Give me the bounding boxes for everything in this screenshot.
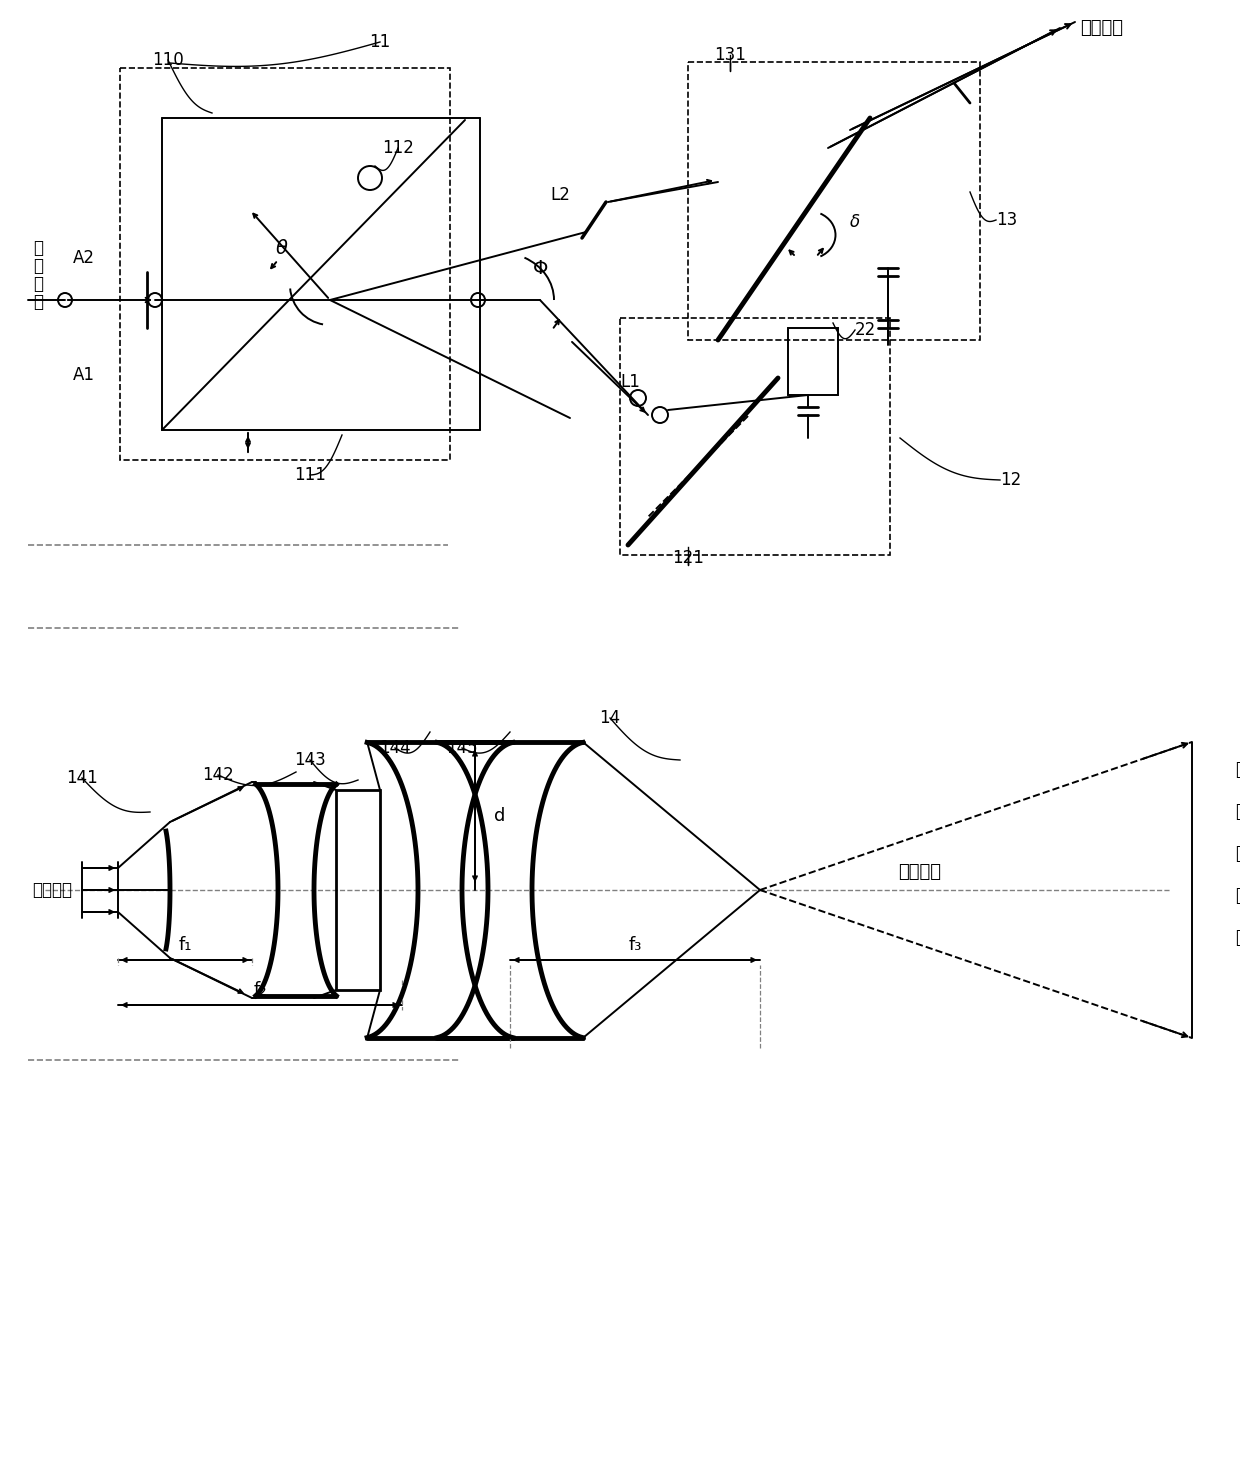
Text: f₁: f₁ xyxy=(179,937,192,954)
Text: L1: L1 xyxy=(620,373,640,392)
Bar xyxy=(787,329,838,394)
Text: 111: 111 xyxy=(294,466,326,484)
Text: 145: 145 xyxy=(446,739,477,757)
Text: $\Phi$: $\Phi$ xyxy=(532,259,548,278)
Text: $\theta$: $\theta$ xyxy=(275,238,289,257)
Text: 110: 110 xyxy=(153,51,184,69)
Bar xyxy=(620,318,890,555)
Text: 144: 144 xyxy=(379,739,410,757)
Text: 射: 射 xyxy=(33,257,43,275)
Text: 143: 143 xyxy=(294,751,326,768)
Text: A1: A1 xyxy=(73,367,95,384)
Text: f₃: f₃ xyxy=(629,937,641,954)
Text: 被: 被 xyxy=(1235,761,1240,779)
Text: 合成光束: 合成光束 xyxy=(32,881,72,899)
Text: 141: 141 xyxy=(66,768,98,787)
Text: 14: 14 xyxy=(599,709,620,728)
Text: d: d xyxy=(495,806,506,825)
Text: L2: L2 xyxy=(551,186,570,205)
Text: $\delta$: $\delta$ xyxy=(849,213,861,231)
Text: 人: 人 xyxy=(33,240,43,257)
Text: 22: 22 xyxy=(856,321,877,339)
Bar xyxy=(336,790,379,991)
Bar xyxy=(120,69,450,460)
Text: 照: 照 xyxy=(1235,804,1240,821)
Text: 激: 激 xyxy=(33,275,43,294)
Bar xyxy=(688,61,980,340)
Text: 121: 121 xyxy=(672,549,704,567)
Text: 142: 142 xyxy=(202,766,234,785)
Text: 射: 射 xyxy=(1235,844,1240,863)
Text: 出射光轴: 出射光轴 xyxy=(899,863,941,881)
Text: 112: 112 xyxy=(382,139,414,156)
Text: 光: 光 xyxy=(33,294,43,311)
Text: 11: 11 xyxy=(370,34,391,51)
Text: 面: 面 xyxy=(1235,929,1240,947)
Text: A2: A2 xyxy=(73,248,95,267)
Text: 合成光束: 合成光束 xyxy=(1080,19,1123,37)
Text: 12: 12 xyxy=(999,470,1022,489)
Text: 131: 131 xyxy=(714,45,746,64)
Text: 13: 13 xyxy=(996,210,1017,229)
Text: 物: 物 xyxy=(1235,887,1240,904)
Text: f₂: f₂ xyxy=(253,980,267,999)
